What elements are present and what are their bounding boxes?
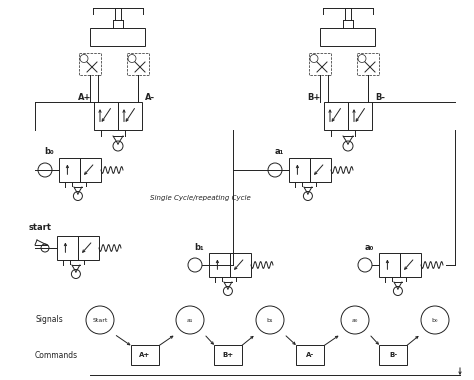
Bar [379,253,400,277]
Bar [379,345,407,365]
Text: Single Cycle/repeating Cycle: Single Cycle/repeating Cycle [150,195,250,201]
Bar [78,236,99,260]
Text: A-: A- [145,92,155,101]
Bar [127,53,149,75]
Bar [79,53,101,75]
Text: B-: B- [389,352,397,358]
Bar [309,53,331,75]
Bar [59,158,80,182]
Text: a₀: a₀ [365,242,374,252]
Text: A+: A+ [139,352,151,358]
Text: a₁: a₁ [187,318,193,323]
Bar [57,236,78,260]
Bar [230,253,251,277]
Bar [80,158,101,182]
Bar [357,53,379,75]
Text: B-: B- [375,92,385,101]
Text: A+: A+ [78,92,91,101]
Text: Signals: Signals [35,315,63,325]
Bar [91,28,146,46]
Text: a₁: a₁ [275,147,284,157]
Text: B+: B+ [222,352,234,358]
Bar [324,102,348,130]
Text: B+: B+ [308,92,321,101]
Text: b₁: b₁ [267,318,273,323]
Text: b₀: b₀ [45,147,54,157]
Text: A-: A- [306,352,314,358]
Bar [296,345,324,365]
Bar [209,253,230,277]
Bar [400,253,421,277]
Bar [348,102,372,130]
Text: Start: Start [92,318,108,323]
Bar [118,102,142,130]
Bar [94,102,118,130]
Text: b₀: b₀ [432,318,438,323]
Text: start: start [29,223,52,233]
Text: Commands: Commands [35,350,78,359]
Text: a₀: a₀ [352,318,358,323]
Text: b₁: b₁ [194,242,204,252]
Bar [131,345,159,365]
Bar [310,158,331,182]
Bar [320,28,375,46]
Bar [214,345,242,365]
Bar [289,158,310,182]
